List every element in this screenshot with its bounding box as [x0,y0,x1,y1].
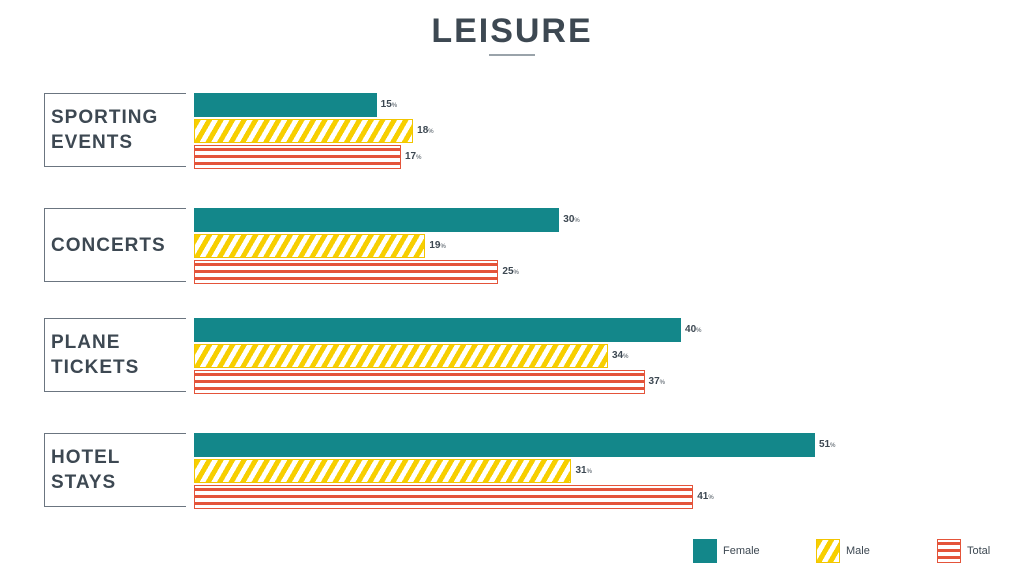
data-label-suffix: % [708,495,714,501]
legend-swatch-total [937,539,961,563]
category-box: SPORTING EVENTS [44,93,186,167]
data-label-suffix: % [440,244,446,250]
data-label-female: 15% [381,99,397,110]
data-label-suffix: % [623,354,629,360]
legend-item-total: Total [937,539,990,563]
category-label: PLANE TICKETS [51,332,140,378]
data-label-value: 15 [380,99,392,110]
bar-female [194,433,815,457]
bar-male [194,119,414,143]
data-label-suffix: % [416,155,422,161]
data-label-value: 51 [819,439,831,450]
data-label-suffix: % [428,129,434,135]
data-label-value: 25 [502,266,514,277]
data-label-value: 37 [648,376,660,387]
data-label-value: 18 [417,125,429,136]
bar-total [194,260,499,284]
category-label: HOTEL STAYS [51,447,121,493]
data-label-suffix: % [586,469,592,475]
legend-swatch-female [693,539,717,563]
data-label-value: 30 [563,214,575,225]
data-label-value: 41 [697,491,709,502]
data-label-male: 19% [429,240,445,251]
data-label-suffix: % [696,328,702,334]
data-label-value: 34 [612,350,624,361]
bar-female [194,93,377,117]
data-label-total: 17% [405,151,421,162]
data-label-female: 51% [819,439,835,450]
data-label-value: 40 [685,324,697,335]
data-label-total: 41% [697,491,713,502]
data-label-female: 30% [563,214,579,225]
data-label-value: 31 [575,465,587,476]
data-label-suffix: % [659,380,665,386]
legend-label: Male [846,545,870,557]
title-underline [489,54,535,56]
data-label-suffix: % [574,218,580,224]
bar-total [194,145,401,169]
category-label: CONCERTS [51,234,166,256]
data-label-total: 37% [649,376,665,387]
legend-swatch-male [816,539,840,563]
data-label-suffix: % [391,103,398,109]
legend-item-female: Female [693,539,760,563]
bar-total [194,485,694,509]
data-label-value: 17 [405,151,417,162]
legend-item-male: Male [816,539,870,563]
legend-label: Female [723,545,760,557]
category-label: SPORTING EVENTS [51,107,159,153]
bar-female [194,318,682,342]
data-label-suffix: % [830,443,836,449]
category-box: HOTEL STAYS [44,433,186,507]
bar-male [194,344,608,368]
chart-title: LEISURE [431,12,593,50]
data-label-male: 18% [417,125,433,136]
bar-total [194,370,645,394]
bar-male [194,459,572,483]
data-label-female: 40% [685,324,701,335]
category-box: PLANE TICKETS [44,318,186,392]
data-label-suffix: % [513,270,519,276]
data-label-male: 31% [575,465,591,476]
bar-female [194,208,560,232]
legend-label: Total [967,545,991,557]
bar-male [194,234,426,258]
data-label-value: 19 [429,240,441,251]
data-label-total: 25% [502,266,518,277]
category-box: CONCERTS [44,208,186,282]
data-label-male: 34% [612,350,628,361]
